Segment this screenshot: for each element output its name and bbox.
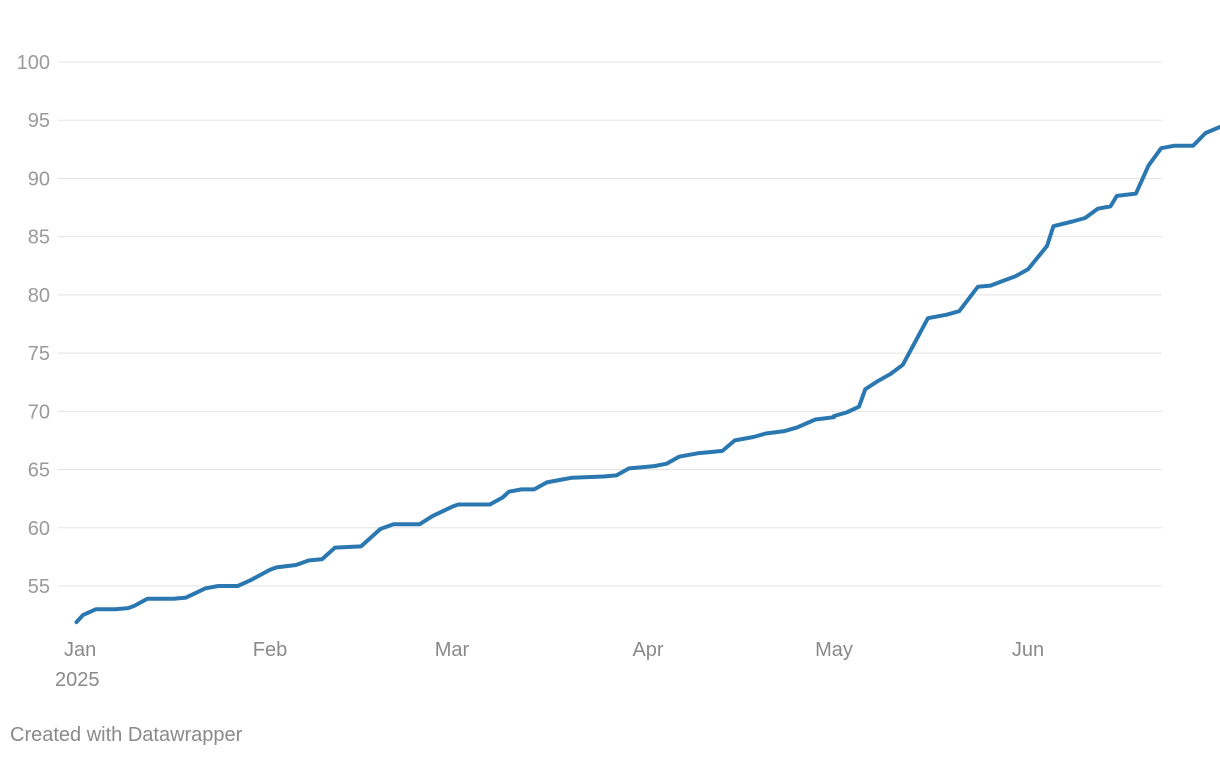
y-tick-label: 75: [28, 343, 50, 365]
x-tick-label: Jan: [64, 639, 96, 661]
y-tick-label: 65: [28, 460, 50, 482]
x-tick-label: Mar: [435, 639, 470, 661]
series-line-ves: [74, 124, 1220, 625]
footer-credit: Created with Datawrapper: [10, 724, 243, 746]
y-tick-label: 100: [17, 52, 50, 74]
y-tick-label: 90: [28, 168, 50, 190]
x-tick-sublabel: 2025: [55, 669, 100, 691]
line-chart: 55 60 65 70 75 80 85 90 95 100 Jan 2025 Feb Mar Apr May…: [17, 52, 1220, 691]
y-tick-label: 55: [28, 576, 50, 598]
y-tick-label: 80: [28, 285, 50, 307]
y-tick-label: 60: [28, 518, 50, 540]
x-tick-label: May: [815, 639, 853, 661]
y-tick-label: 95: [28, 110, 50, 132]
x-tick-label: Jun: [1012, 639, 1044, 661]
x-tick-label: Feb: [253, 639, 287, 661]
y-tick-label: 85: [28, 227, 50, 249]
x-tick-label: Apr: [632, 639, 663, 661]
y-tick-label: 70: [28, 401, 50, 423]
